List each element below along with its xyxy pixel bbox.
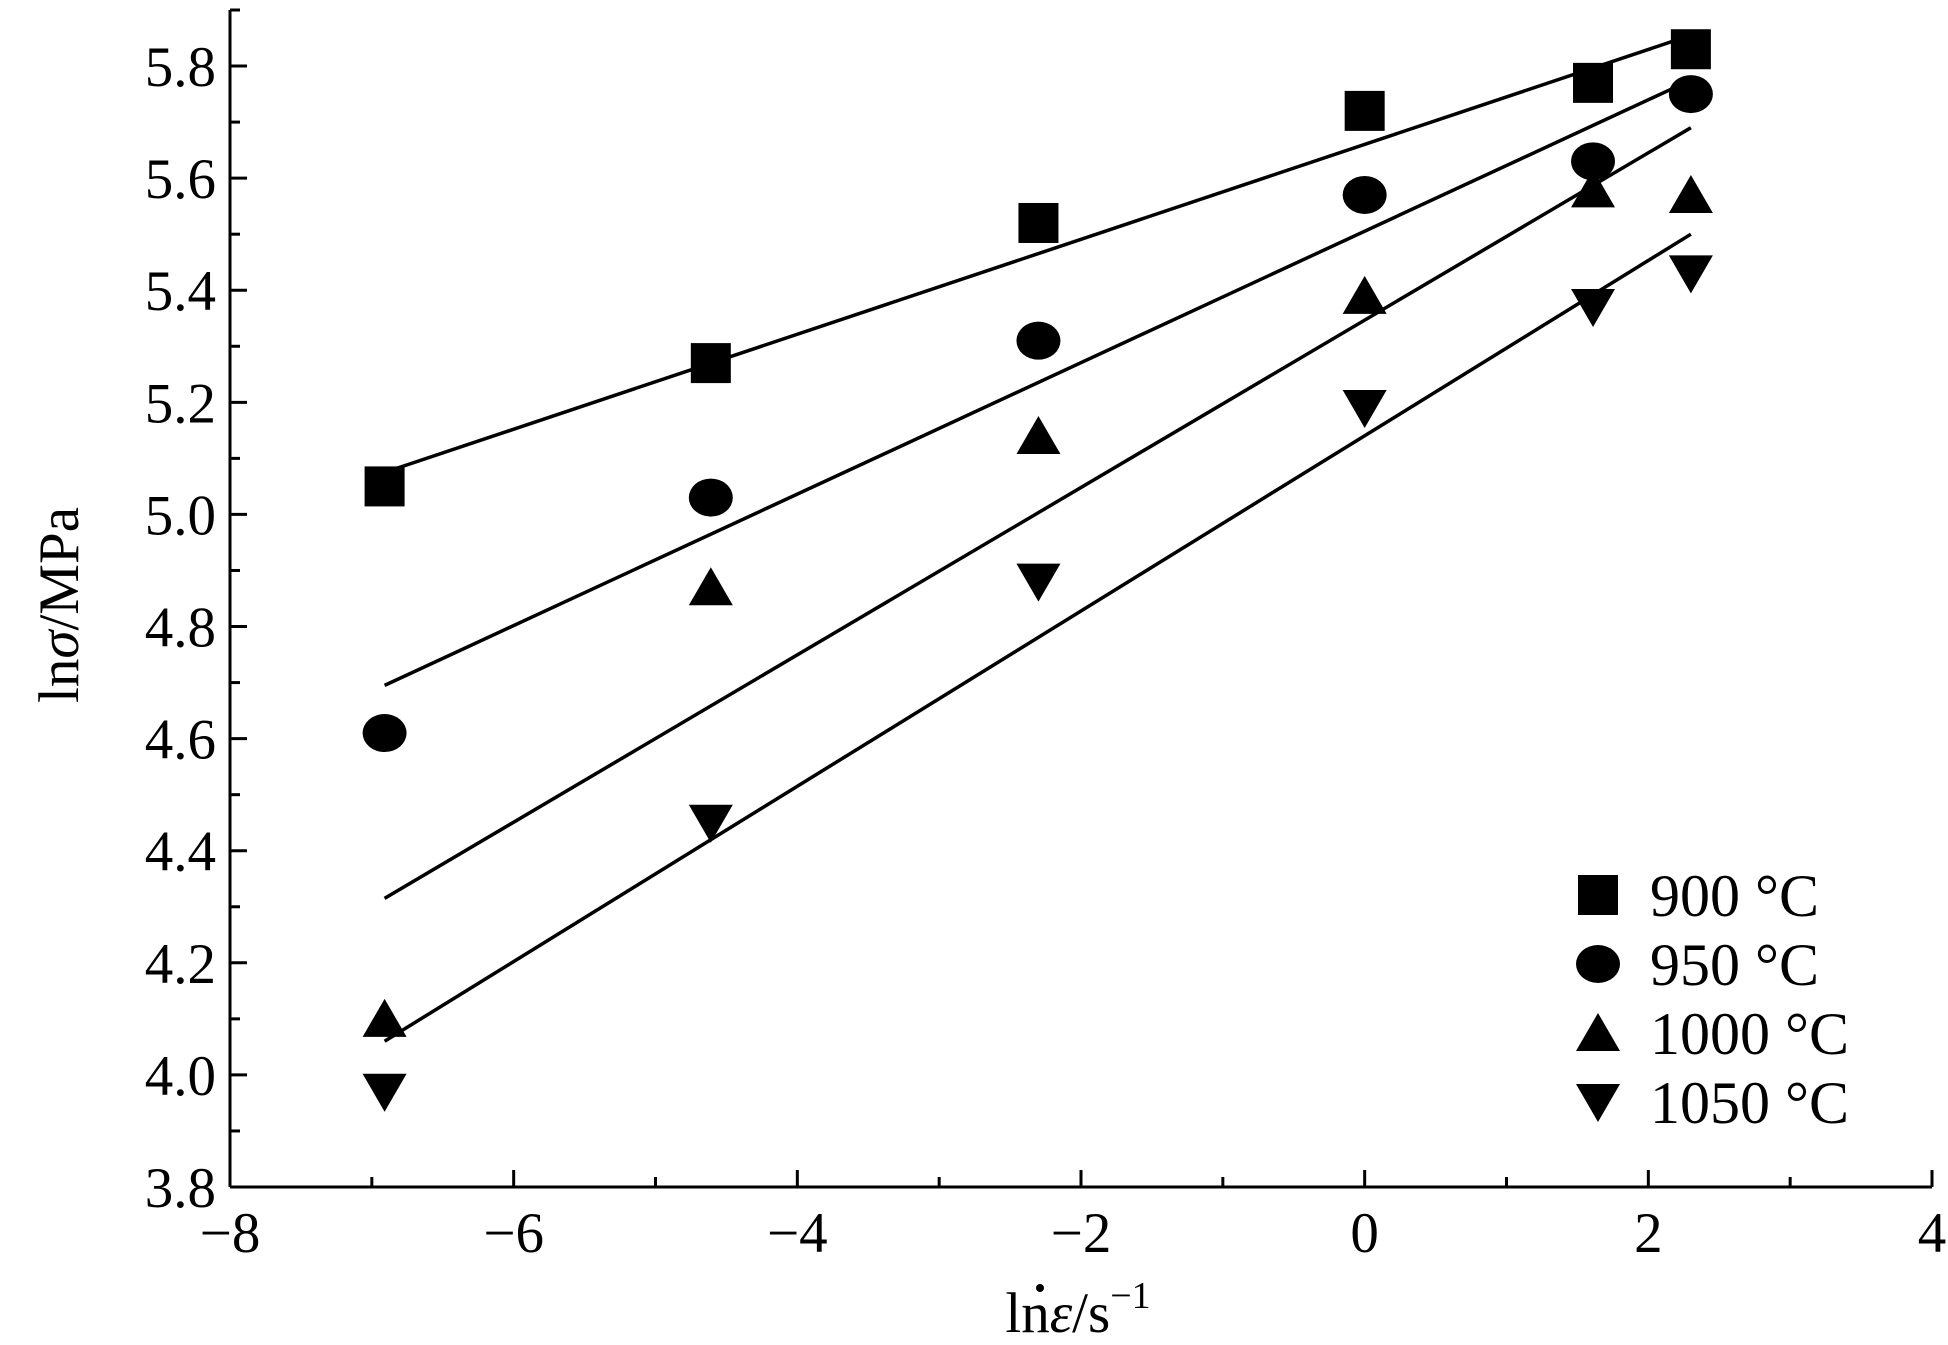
data-point-series-4	[688, 804, 733, 843]
data-point-series-4	[1571, 289, 1616, 328]
y-tick-label: 5.2	[145, 372, 216, 435]
epsilon-dot	[1036, 1284, 1044, 1292]
data-point-series-1	[1573, 62, 1614, 103]
data-point-series-1	[1670, 29, 1711, 70]
legend-label-1: 900 °C	[1650, 863, 1819, 929]
x-axis-title: lnε/s−1	[1005, 1275, 1150, 1345]
data-point-series-2	[362, 714, 407, 753]
axes: −8 −6 −4 −2 0 2 4 3.8 4.0 4.2 4.4 4.6 4.8 5.0 5.2 5.4 5.…	[145, 8, 1947, 1265]
data-point-series-1	[1018, 202, 1059, 243]
data-point-series-1	[364, 466, 405, 507]
y-tick-label: 4.4	[145, 821, 216, 884]
y-tick-label: 4.6	[145, 709, 216, 772]
data-markers	[362, 29, 1713, 1112]
x-tick-label: 4	[1918, 1202, 1947, 1265]
x-tick-label: 0	[1350, 1202, 1379, 1265]
fit-line-series-2	[383, 78, 1692, 687]
y-tick-label: 5.4	[145, 260, 216, 323]
fit-line-series-1	[384, 33, 1692, 475]
legend-marker-4	[1576, 1084, 1620, 1122]
y-tick-label: 4.0	[145, 1045, 216, 1108]
y-tick-label: 5.6	[145, 148, 216, 211]
data-point-series-4	[1342, 389, 1387, 428]
x-tick-label: −6	[483, 1202, 544, 1265]
fit-line-series-3	[383, 126, 1692, 900]
axis-titles: lnε/s−1 lnσ/MPa	[28, 507, 1151, 1345]
data-point-series-3	[362, 998, 407, 1037]
legend-marker-2	[1576, 945, 1620, 983]
legend-label-2: 950 °C	[1650, 932, 1819, 998]
legend-marker-3	[1576, 1013, 1620, 1051]
legend-label-3: 1000 °C	[1650, 1001, 1849, 1067]
y-tick-label: 4.8	[145, 597, 216, 660]
data-point-series-1	[1344, 90, 1385, 131]
x-tick-label: −4	[767, 1202, 828, 1265]
y-tick-label: 5.0	[145, 484, 216, 547]
fit-lines	[383, 33, 1692, 1043]
data-point-series-3	[1571, 169, 1616, 208]
data-point-series-2	[1571, 142, 1616, 181]
y-tick-label: 4.2	[145, 933, 216, 996]
data-point-series-2	[1342, 175, 1387, 214]
data-point-series-3	[1668, 174, 1713, 213]
x-tick-label: −8	[200, 1202, 261, 1265]
data-point-series-3	[1342, 275, 1387, 314]
data-point-series-1	[690, 343, 731, 384]
x-tick-label: −2	[1051, 1202, 1112, 1265]
y-tick-label: 5.8	[145, 36, 216, 99]
y-axis-title: lnσ/MPa	[28, 507, 91, 703]
data-point-series-4	[362, 1073, 407, 1112]
x-tick-label: 2	[1634, 1202, 1663, 1265]
data-point-series-4	[1016, 563, 1061, 602]
data-point-series-3	[688, 567, 733, 606]
data-point-series-4	[1668, 255, 1713, 294]
data-point-series-2	[1016, 321, 1061, 360]
y-tick-label: 3.8	[145, 1157, 216, 1220]
data-point-series-2	[688, 478, 733, 517]
legend-label-4: 1050 °C	[1650, 1070, 1849, 1136]
legend-marker-1	[1578, 875, 1618, 915]
fit-line-series-4	[383, 232, 1692, 1043]
data-point-series-3	[1016, 415, 1061, 454]
data-point-series-2	[1668, 75, 1713, 114]
